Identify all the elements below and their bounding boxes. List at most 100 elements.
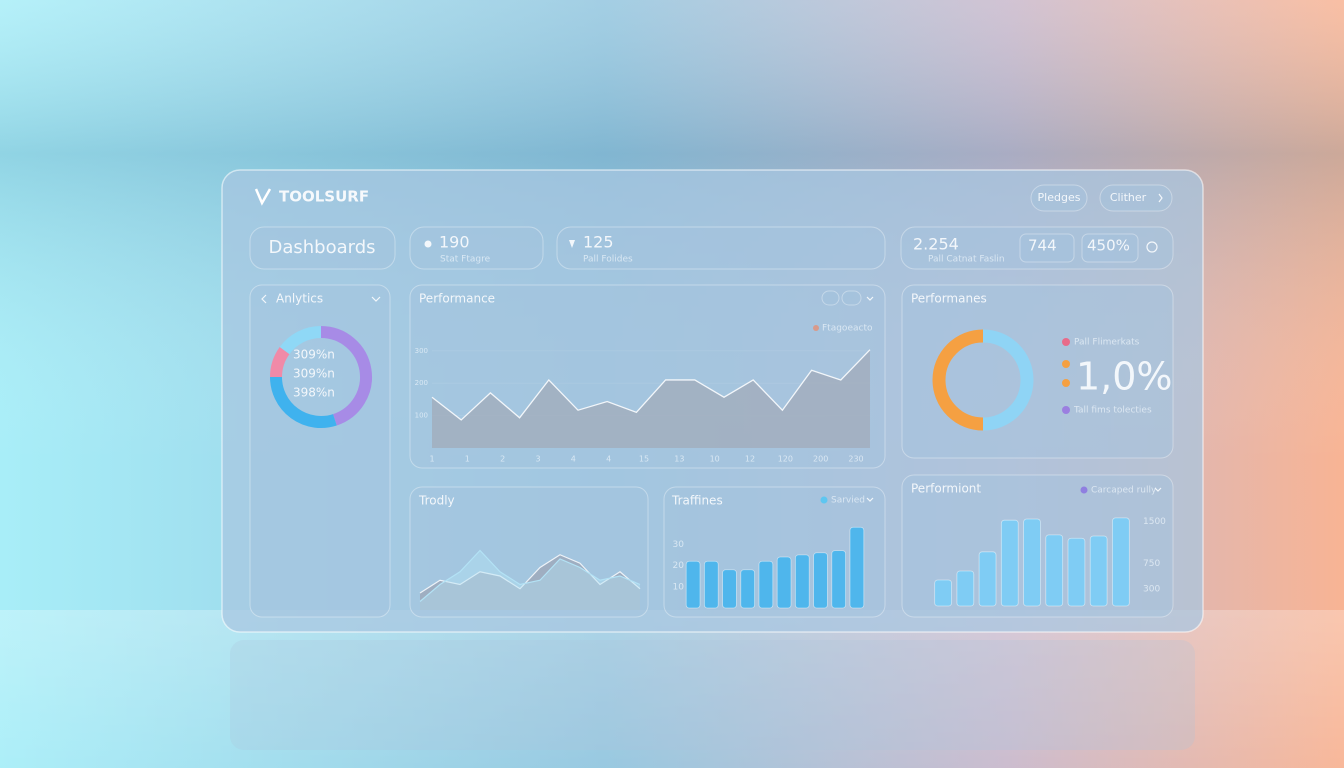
bar — [934, 579, 952, 607]
x-tick-label: 4 — [606, 455, 611, 464]
y-tick-label: 300 — [415, 347, 428, 355]
bar — [794, 554, 810, 609]
nav-pill[interactable] — [249, 226, 396, 270]
big-value: 1,0% — [1076, 355, 1173, 399]
y-tick-label: 30 — [673, 540, 685, 550]
bar — [758, 560, 774, 609]
stat-card — [556, 226, 886, 270]
y-tick-label: 200 — [415, 379, 428, 387]
header-button[interactable] — [1030, 184, 1088, 212]
legend-dot — [1080, 486, 1088, 494]
line — [431, 349, 871, 421]
legend-dot — [820, 496, 828, 504]
traffines-card — [663, 486, 886, 618]
legend-dot — [813, 325, 819, 331]
legend-label: Carcaped rully — [1091, 486, 1157, 496]
y-tick-label: 20 — [673, 561, 685, 571]
line — [419, 554, 641, 594]
y-tick-label: 300 — [1143, 585, 1160, 595]
section-title[interactable]: Anlytics — [276, 292, 323, 306]
chevron — [866, 497, 874, 502]
legend-label: Sarvied — [831, 496, 865, 506]
card-title: Trodly — [418, 494, 455, 508]
settings-icon[interactable] — [1146, 241, 1158, 253]
x-tick-label: 1 — [465, 455, 470, 464]
chevron — [261, 294, 267, 304]
y-tick-label: 1500 — [1143, 517, 1166, 527]
header-button-label[interactable]: Clither — [1110, 191, 1147, 204]
stat-value: 125 — [583, 233, 614, 252]
bar — [813, 552, 828, 609]
y-tick-label: 10 — [673, 582, 685, 592]
logo — [254, 188, 272, 206]
donut-segment — [270, 347, 290, 378]
donut-label: 309%n — [293, 348, 335, 362]
x-tick-label: 13 — [674, 455, 684, 464]
chevron — [1158, 193, 1163, 203]
legend-dot — [1062, 379, 1070, 387]
bar — [1000, 519, 1019, 607]
stat-icon — [424, 240, 432, 248]
legend-label: Tall fims tolecties — [1073, 406, 1152, 416]
donut-segment — [982, 329, 1034, 431]
legend-label: Ftagoeacto — [822, 324, 873, 334]
donut-segment — [932, 329, 984, 431]
stat-icon — [569, 240, 575, 248]
donut-segment — [270, 376, 337, 428]
sidebar — [249, 284, 391, 618]
nav-title[interactable]: Dashboards — [268, 237, 375, 258]
bar — [1023, 518, 1041, 607]
donut-label: 398%n — [293, 386, 335, 400]
stat-card — [900, 226, 1174, 270]
y-tick-label: 750 — [1143, 559, 1160, 569]
x-tick-label: 230 — [848, 455, 863, 464]
header-button-label[interactable]: Pledges — [1038, 191, 1081, 204]
reflection — [230, 640, 1195, 750]
stat-extra: 744 — [1028, 237, 1057, 255]
bar — [1112, 517, 1130, 607]
stat-label: Pall Catnat Faslin — [928, 255, 1005, 265]
chevron — [371, 296, 381, 302]
bar — [740, 569, 756, 609]
card-title: Performiont — [911, 482, 981, 496]
performances-card — [901, 284, 1174, 459]
x-tick-label: 15 — [639, 455, 649, 464]
legend-label: Pall Flimerkats — [1074, 338, 1140, 348]
bar — [831, 550, 847, 609]
card-title: Performance — [419, 292, 495, 306]
x-tick-label: 4 — [571, 455, 576, 464]
x-tick-label: 200 — [813, 455, 828, 464]
stat-value: 2.254 — [913, 235, 959, 254]
donut-segment — [279, 326, 322, 355]
floor — [0, 610, 1344, 768]
bar — [1045, 534, 1064, 607]
card-title: Traffines — [671, 494, 723, 508]
chevron — [1154, 487, 1162, 492]
y-tick-label: 100 — [415, 412, 428, 420]
stat-label: Pall Folides — [583, 255, 633, 265]
legend-dot — [1062, 338, 1070, 346]
stat-extra: 450% — [1087, 237, 1130, 255]
stat-value: 190 — [439, 233, 470, 252]
toggle[interactable] — [841, 290, 862, 306]
stat-subbox — [1019, 233, 1075, 263]
bar — [685, 560, 701, 609]
bar — [956, 570, 975, 607]
donut-segment — [320, 326, 372, 426]
toggle[interactable] — [821, 290, 840, 306]
donut-label: 309%n — [293, 367, 335, 381]
brand: TOOLSURF — [279, 188, 369, 206]
chevron — [866, 296, 874, 301]
x-tick-label: 12 — [745, 455, 755, 464]
x-tick-label: 2 — [500, 455, 505, 464]
header-button[interactable] — [1099, 184, 1173, 212]
bar — [1089, 535, 1108, 607]
card-title: Performanes — [911, 292, 987, 306]
legend-dot — [1062, 360, 1070, 368]
x-tick-label: 3 — [535, 455, 540, 464]
x-tick-label: 1 — [429, 455, 434, 464]
stat-card — [409, 226, 544, 270]
x-tick-label: 10 — [710, 455, 720, 464]
stat-label: Stat Ftagre — [440, 255, 491, 265]
